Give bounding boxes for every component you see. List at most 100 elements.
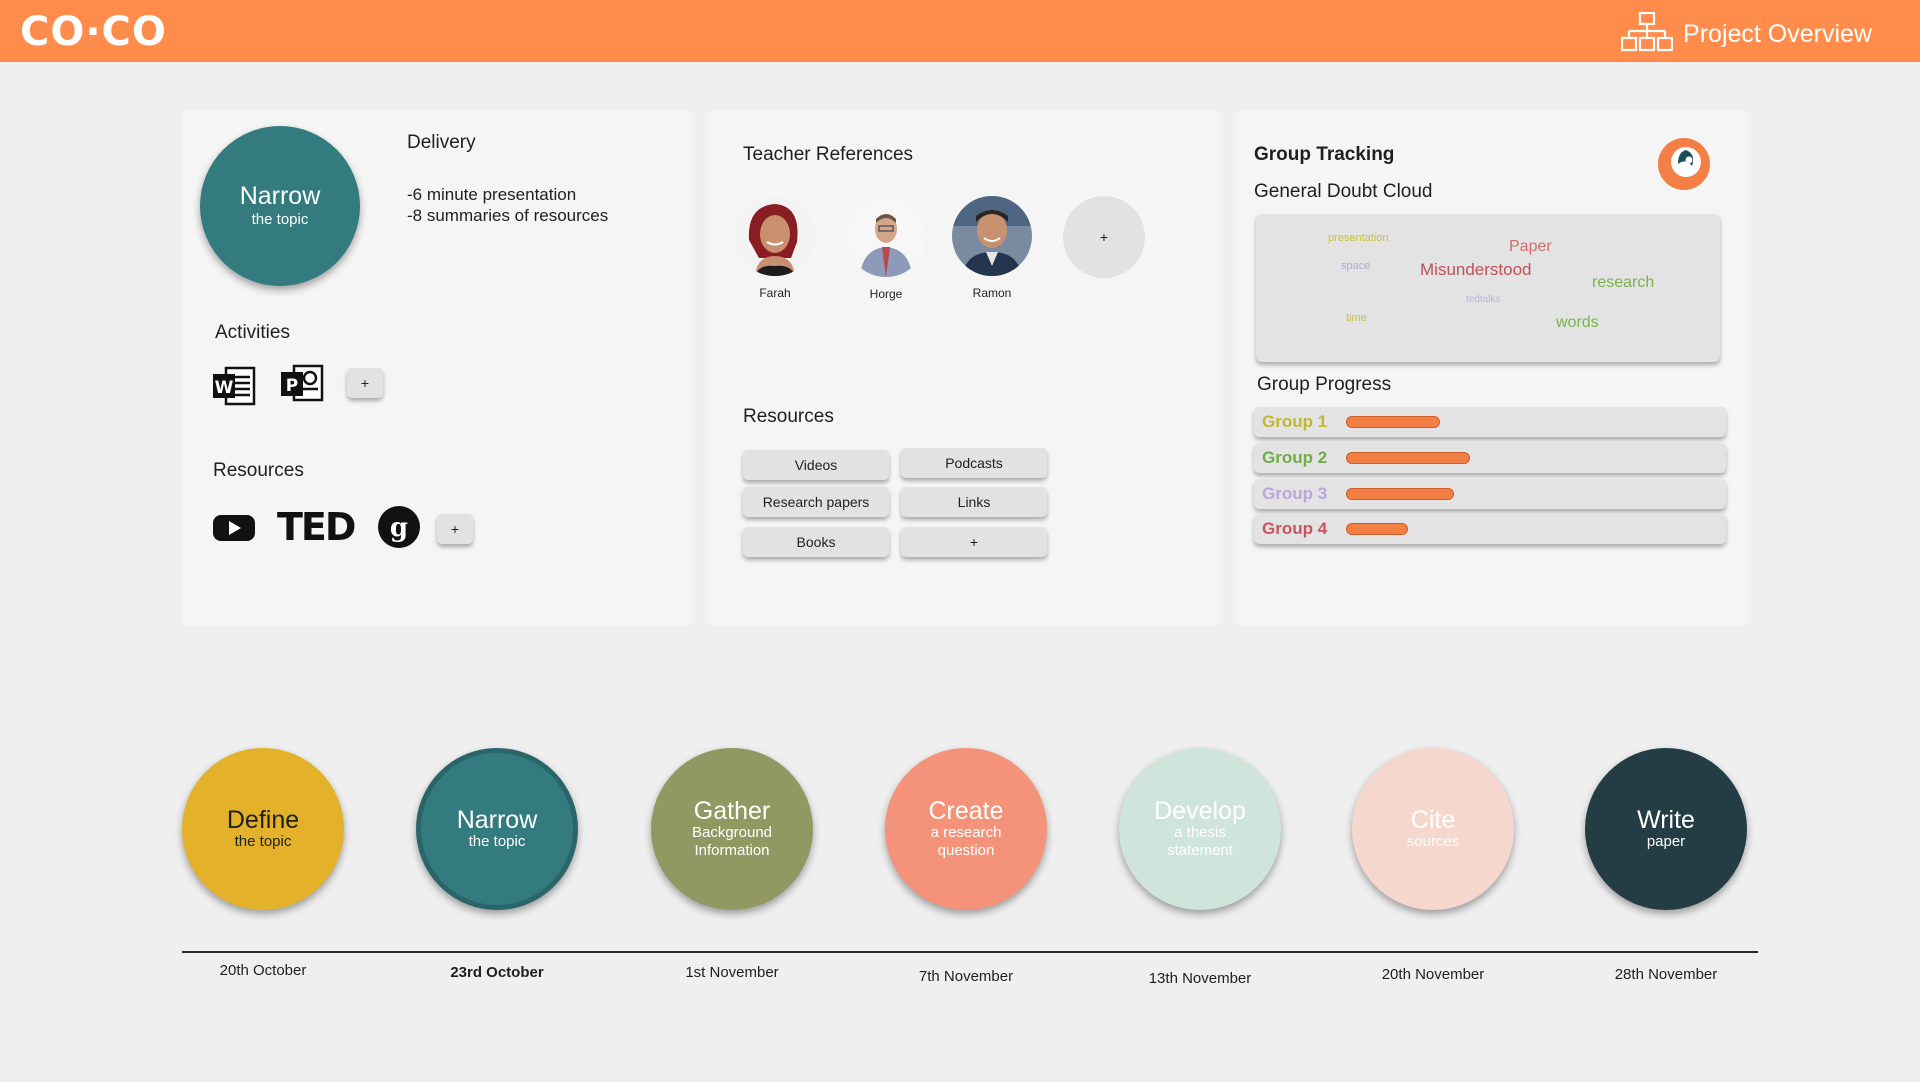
cloud-word: space bbox=[1341, 260, 1371, 272]
resource-research-papers-button[interactable]: Research papers bbox=[743, 487, 889, 517]
step-date: 20th November bbox=[1381, 966, 1485, 983]
avatar bbox=[735, 196, 815, 276]
progress-bar bbox=[1346, 488, 1546, 500]
resource-podcasts-button[interactable]: Podcasts bbox=[901, 448, 1047, 478]
teacher-resources-heading: Resources bbox=[743, 406, 834, 427]
group-progress-heading: Group Progress bbox=[1257, 374, 1392, 395]
step-title: Gather bbox=[693, 797, 771, 825]
step-date: 7th November bbox=[918, 968, 1014, 985]
doubt-cloud-heading: General Doubt Cloud bbox=[1254, 181, 1433, 202]
avatar bbox=[952, 196, 1032, 276]
add-activity-button[interactable]: + bbox=[347, 368, 383, 398]
step-date: 1st November bbox=[685, 964, 779, 981]
step-title: Narrow bbox=[456, 806, 538, 834]
step-narrow[interactable]: Narrow the topic bbox=[416, 748, 578, 910]
teacher-name: Ramon bbox=[972, 286, 1012, 300]
group-label: Group 1 bbox=[1262, 412, 1328, 431]
teacher-farah[interactable]: Farah bbox=[733, 196, 817, 300]
progress-fill bbox=[1346, 416, 1440, 428]
progress-fill bbox=[1346, 523, 1408, 535]
cloud-word: Misunderstood bbox=[1420, 260, 1532, 279]
progress-bar bbox=[1346, 416, 1546, 428]
step-develop[interactable]: Develop a thesis statement bbox=[1119, 748, 1281, 910]
cloud-word: time bbox=[1346, 312, 1367, 324]
add-resource-button[interactable]: + bbox=[437, 514, 473, 544]
step-title: Write bbox=[1637, 806, 1695, 834]
delivery-heading: Delivery bbox=[407, 132, 476, 153]
resource-videos-button[interactable]: Videos bbox=[743, 450, 889, 480]
teacher-ramon[interactable]: Ramon bbox=[950, 196, 1034, 300]
step-title: Cite bbox=[1410, 806, 1456, 834]
youtube-icon[interactable] bbox=[212, 512, 256, 549]
teacher-name: Horge bbox=[869, 287, 903, 301]
step-write[interactable]: Write paper bbox=[1585, 748, 1747, 910]
timeline-line bbox=[182, 951, 1758, 953]
coco-logo-icon bbox=[1656, 136, 1712, 197]
group-label: Group 2 bbox=[1262, 448, 1328, 467]
step-title: Define bbox=[226, 806, 300, 834]
resource-links-button[interactable]: Links bbox=[901, 487, 1047, 517]
powerpoint-icon[interactable]: P bbox=[280, 364, 324, 409]
current-step-subtitle: the topic bbox=[251, 211, 309, 228]
step-subtitle: a thesis statement bbox=[1167, 824, 1233, 859]
step-cite[interactable]: Cite sources bbox=[1352, 748, 1514, 910]
teacher-references-card: Teacher References Farah bbox=[708, 110, 1220, 626]
word-icon[interactable]: W bbox=[212, 366, 256, 411]
add-teacher-button[interactable]: + bbox=[1063, 196, 1145, 278]
app-logo[interactable]: CO·CO bbox=[20, 9, 167, 55]
cloud-word: presentation bbox=[1328, 232, 1389, 244]
top-bar: CO·CO Project Overview bbox=[0, 0, 1920, 62]
step-subtitle: Background Information bbox=[691, 824, 773, 859]
teacher-references-heading: Teacher References bbox=[743, 144, 914, 165]
step-subtitle: sources bbox=[1406, 833, 1460, 850]
project-overview-label: Project Overview bbox=[1683, 20, 1872, 48]
step-subtitle: a research question bbox=[930, 824, 1002, 859]
group-label: Group 4 bbox=[1262, 519, 1328, 538]
cloud-word: tedtalks bbox=[1466, 294, 1501, 305]
group-tracking-card: Group Tracking General Doubt Cloud prese… bbox=[1236, 110, 1748, 626]
delivery-line-2: -8 summaries of resources bbox=[407, 206, 609, 225]
group-progress-row[interactable]: Group 4 bbox=[1254, 514, 1726, 544]
resource-books-button[interactable]: Books bbox=[743, 527, 889, 557]
step-subtitle: paper bbox=[1646, 833, 1686, 850]
cloud-word: research bbox=[1592, 274, 1655, 291]
step-date-current: 23rd October bbox=[450, 964, 544, 981]
current-step-circle[interactable]: Narrow the topic bbox=[200, 126, 360, 286]
progress-fill bbox=[1346, 488, 1454, 500]
step-define[interactable]: Define the topic bbox=[182, 748, 344, 910]
progress-bar bbox=[1346, 452, 1546, 464]
svg-text:g: g bbox=[390, 513, 408, 543]
delivery-line-1: -6 minute presentation bbox=[407, 185, 577, 204]
group-progress-row[interactable]: Group 2 bbox=[1254, 443, 1726, 473]
doubt-cloud: presentation Paper space Misunderstood r… bbox=[1256, 214, 1720, 362]
step-subtitle: the topic bbox=[234, 833, 292, 850]
group-progress-row[interactable]: Group 1 bbox=[1254, 407, 1726, 437]
step-date: 28th November bbox=[1614, 966, 1718, 983]
step-date: 13th November bbox=[1148, 970, 1252, 987]
google-scholar-icon[interactable]: g bbox=[377, 505, 421, 554]
ted-icon[interactable]: TED bbox=[277, 505, 356, 549]
progress-bar bbox=[1346, 523, 1546, 535]
step-gather[interactable]: Gather Background Information bbox=[651, 748, 813, 910]
activities-heading: Activities bbox=[215, 322, 290, 343]
teacher-name: Farah bbox=[759, 286, 791, 300]
sitemap-icon bbox=[1620, 11, 1674, 57]
current-step-title: Narrow bbox=[239, 182, 321, 210]
group-label: Group 3 bbox=[1262, 484, 1328, 503]
svg-text:W: W bbox=[215, 378, 234, 398]
resources-heading: Resources bbox=[213, 460, 304, 481]
group-progress-row[interactable]: Group 3 bbox=[1254, 479, 1726, 509]
teacher-horge[interactable]: Horge bbox=[844, 197, 928, 301]
group-tracking-heading: Group Tracking bbox=[1254, 144, 1395, 165]
step-title: Develop bbox=[1154, 797, 1246, 825]
cloud-word: words bbox=[1556, 314, 1599, 331]
step-create[interactable]: Create a research question bbox=[885, 748, 1047, 910]
cloud-word: Paper bbox=[1509, 238, 1552, 255]
project-overview-button[interactable]: Project Overview bbox=[1620, 11, 1872, 57]
delivery-card: Narrow the topic Delivery -6 minute pres… bbox=[182, 110, 692, 626]
progress-fill bbox=[1346, 452, 1470, 464]
add-teacher-resource-button[interactable]: + bbox=[901, 527, 1047, 557]
avatar bbox=[846, 197, 926, 277]
svg-text:P: P bbox=[286, 376, 298, 396]
step-subtitle: the topic bbox=[468, 833, 526, 850]
